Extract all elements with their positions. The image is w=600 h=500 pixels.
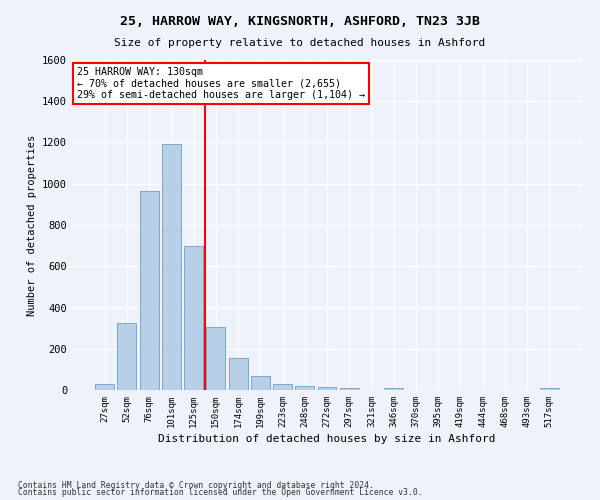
Bar — [162, 144, 181, 390]
Bar — [384, 388, 403, 390]
Text: Size of property relative to detached houses in Ashford: Size of property relative to detached ho… — [115, 38, 485, 48]
Text: 25 HARROW WAY: 130sqm
← 70% of detached houses are smaller (2,655)
29% of semi-d: 25 HARROW WAY: 130sqm ← 70% of detached … — [77, 66, 365, 100]
Bar — [140, 191, 158, 390]
Bar — [206, 327, 225, 390]
Bar — [184, 246, 203, 390]
X-axis label: Distribution of detached houses by size in Ashford: Distribution of detached houses by size … — [158, 434, 496, 444]
Bar — [340, 388, 359, 390]
Bar — [295, 386, 314, 390]
Bar — [317, 388, 337, 390]
Bar — [229, 358, 248, 390]
Text: Contains public sector information licensed under the Open Government Licence v3: Contains public sector information licen… — [18, 488, 422, 497]
Text: 25, HARROW WAY, KINGSNORTH, ASHFORD, TN23 3JB: 25, HARROW WAY, KINGSNORTH, ASHFORD, TN2… — [120, 15, 480, 28]
Bar — [95, 384, 114, 390]
Bar — [251, 376, 270, 390]
Text: Contains HM Land Registry data © Crown copyright and database right 2024.: Contains HM Land Registry data © Crown c… — [18, 480, 374, 490]
Y-axis label: Number of detached properties: Number of detached properties — [26, 134, 37, 316]
Bar — [118, 323, 136, 390]
Bar — [273, 384, 292, 390]
Bar — [540, 388, 559, 390]
